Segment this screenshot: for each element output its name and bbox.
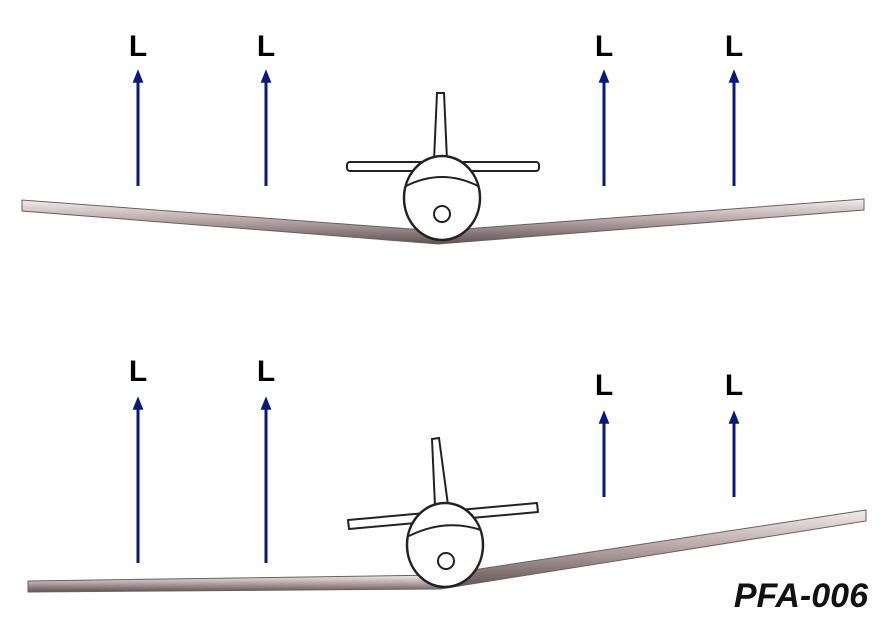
lift-label: L [725, 369, 743, 402]
lift-label: L [257, 355, 275, 388]
vertical-tail [430, 436, 450, 508]
lift-label: L [725, 30, 743, 63]
spinner [433, 205, 451, 223]
lift-label: L [129, 355, 147, 388]
lift-label: L [595, 369, 613, 402]
fuselage [402, 154, 482, 242]
canopy-line [408, 524, 482, 537]
lift-label: L [595, 30, 613, 63]
lift-label: L [257, 30, 275, 63]
canopy-line [405, 176, 479, 187]
left-wing [21, 199, 439, 245]
vertical-tail [432, 92, 449, 161]
right-wing [437, 198, 865, 245]
fuselage [405, 501, 485, 589]
lift-label: L [129, 30, 147, 63]
spinner [437, 552, 455, 570]
left-wing [27, 574, 441, 593]
figure-id: PFA-006 [733, 577, 868, 615]
